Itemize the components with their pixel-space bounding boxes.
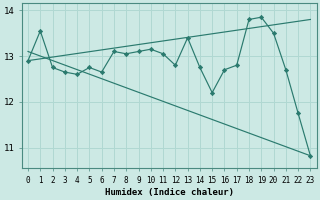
- X-axis label: Humidex (Indice chaleur): Humidex (Indice chaleur): [105, 188, 234, 197]
